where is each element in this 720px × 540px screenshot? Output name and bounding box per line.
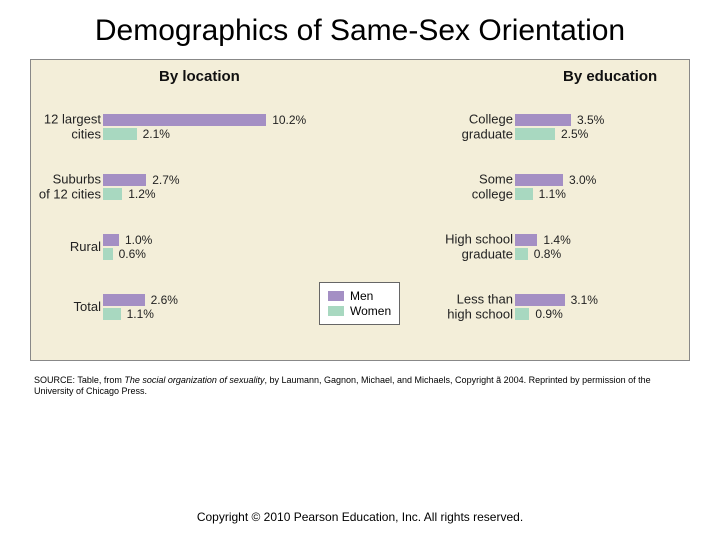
section-header-location: By location — [159, 68, 240, 85]
bar-value-women: 1.1% — [539, 187, 566, 201]
bar-pair: 3.5% 2.5% — [515, 112, 571, 142]
row-label: Somecollege — [445, 171, 513, 202]
chart-row: High schoolgraduate1.4%0.8% — [31, 222, 689, 272]
legend-item-men: Men — [328, 289, 391, 303]
copyright-text: Copyright © 2010 Pearson Education, Inc.… — [0, 510, 720, 524]
legend: MenWomen — [319, 282, 400, 325]
bar-value-women: 2.5% — [561, 127, 588, 141]
bar-value-women: 0.8% — [534, 247, 561, 261]
row-label: High schoolgraduate — [445, 231, 513, 262]
section-header-education: By education — [563, 68, 657, 85]
source-citation: SOURCE: Table, from The social organizat… — [34, 375, 686, 398]
bar-value-men: 3.5% — [577, 113, 604, 127]
bar-value-women: 0.9% — [535, 307, 562, 321]
legend-label: Women — [350, 304, 391, 318]
bar-men: 1.4% — [515, 234, 537, 246]
page-title: Demographics of Same-Sex Orientation — [0, 0, 720, 59]
chart-frame: By locationBy education12 largestcities1… — [30, 59, 690, 361]
bar-women: 1.1% — [515, 188, 533, 200]
bar-men: 3.1% — [515, 294, 565, 306]
row-label: Less thanhigh school — [445, 291, 513, 322]
bar-pair: 3.1%0.9% — [515, 292, 565, 322]
row-label: Collegegraduate — [445, 111, 513, 142]
bar-value-men: 3.0% — [569, 173, 596, 187]
source-prefix: SOURCE: Table, from — [34, 375, 124, 385]
chart-row: Collegegraduate3.5%2.5% — [31, 102, 689, 152]
legend-swatch — [328, 306, 344, 316]
chart-panel: By locationBy education12 largestcities1… — [31, 60, 689, 360]
source-title: The social organization of sexuality — [124, 375, 264, 385]
bar-value-men: 3.1% — [571, 293, 598, 307]
legend-label: Men — [350, 289, 373, 303]
chart-row: Somecollege3.0%1.1% — [31, 162, 689, 212]
bar-women: 0.8% — [515, 248, 528, 260]
bar-value-men: 1.4% — [543, 233, 570, 247]
legend-item-women: Women — [328, 304, 391, 318]
legend-swatch — [328, 291, 344, 301]
bar-pair: 1.4% 0.8% — [515, 232, 537, 262]
bar-men: 3.0% — [515, 174, 563, 186]
bar-pair: 3.0%1.1% — [515, 172, 563, 202]
bar-men: 3.5% — [515, 114, 571, 126]
bar-women: 0.9% — [515, 308, 529, 320]
bar-women: 2.5% — [515, 128, 555, 140]
